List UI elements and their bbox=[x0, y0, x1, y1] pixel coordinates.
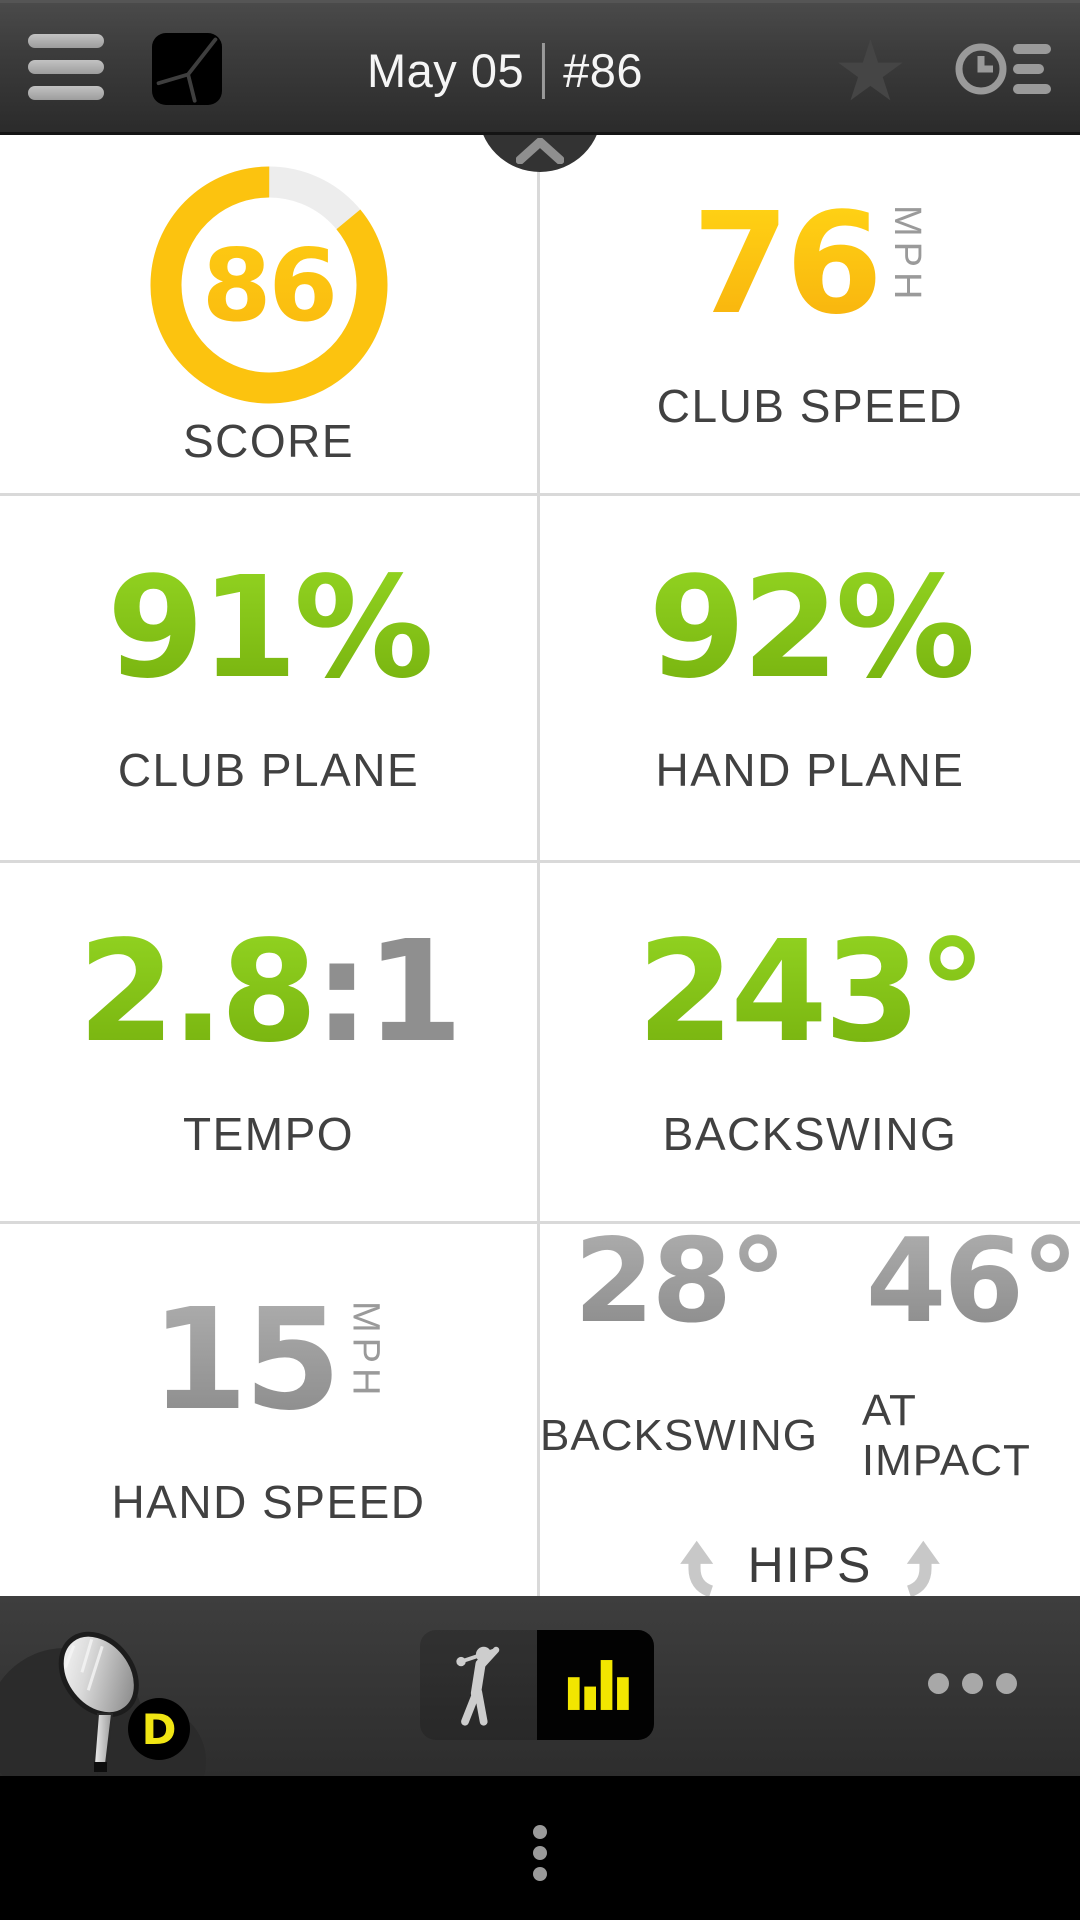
hips-backswing-value: 28° bbox=[573, 1214, 787, 1349]
hand-speed-label: HAND SPEED bbox=[111, 1476, 426, 1528]
tile-hand-speed: 15 MPH HAND SPEED bbox=[0, 1224, 540, 1596]
tile-backswing: 243° BACKSWING bbox=[540, 863, 1080, 1224]
tile-hips: 28° 46° BACKSWING AT IMPACT HIPS bbox=[540, 1224, 1080, 1596]
swing-view-button[interactable] bbox=[420, 1630, 537, 1740]
hips-impact-label: AT IMPACT bbox=[861, 1386, 1031, 1485]
hand-plane-label: HAND PLANE bbox=[655, 744, 965, 796]
club-speed-label: CLUB SPEED bbox=[656, 380, 964, 432]
system-nav-bar bbox=[0, 1776, 1080, 1920]
hips-impact-value: 46° bbox=[865, 1214, 1079, 1349]
tempo-label: TEMPO bbox=[182, 1108, 355, 1160]
tempo-ratio-suffix: :1 bbox=[313, 911, 463, 1074]
club-select-button[interactable] bbox=[40, 1614, 160, 1774]
clock-list-icon bbox=[955, 43, 1051, 95]
club-plane-value: 91% bbox=[106, 547, 434, 710]
tile-score: 86 SCORE bbox=[0, 135, 540, 496]
favorite-button[interactable]: ★ bbox=[833, 21, 908, 121]
tile-club-speed: 76 MPH CLUB SPEED bbox=[540, 135, 1080, 496]
hips-label: HIPS bbox=[747, 1537, 873, 1593]
driver-club-icon bbox=[58, 1631, 139, 1772]
club-speed-value: 76 bbox=[692, 183, 883, 346]
zepp-logo-icon bbox=[156, 37, 218, 103]
hips-backswing-label: BACKSWING bbox=[540, 1411, 818, 1460]
bottom-toolbar: D bbox=[0, 1596, 1080, 1776]
hamburger-icon bbox=[28, 34, 104, 48]
vertical-dots-icon bbox=[533, 1825, 547, 1839]
club-plane-label: CLUB PLANE bbox=[117, 744, 420, 796]
swing-number: #86 bbox=[563, 44, 644, 97]
view-toggle bbox=[420, 1630, 654, 1740]
club-speed-unit: MPH bbox=[885, 205, 928, 305]
score-value: 86 bbox=[144, 160, 394, 410]
hand-plane-value: 92% bbox=[648, 547, 975, 710]
app-logo-button[interactable] bbox=[152, 33, 222, 105]
system-menu-button[interactable] bbox=[533, 1825, 547, 1881]
score-label: SCORE bbox=[182, 415, 355, 467]
metrics-panel: 86 SCORE 76 MPH CLUB SPEED 91% CLUB PLAN… bbox=[0, 135, 1080, 1596]
menu-button[interactable] bbox=[28, 34, 104, 100]
rotate-up-left-arrow-icon bbox=[679, 1540, 713, 1596]
club-type-badge: D bbox=[128, 1698, 190, 1760]
title-divider bbox=[542, 42, 546, 99]
bar-chart-icon bbox=[567, 1660, 629, 1710]
swing-date: May 05 bbox=[366, 44, 525, 97]
ellipsis-icon bbox=[928, 1673, 949, 1694]
hand-speed-value: 15 bbox=[150, 1279, 342, 1442]
score-ring-svg bbox=[150, 166, 387, 404]
star-icon: ★ bbox=[832, 22, 908, 120]
header-title: May 05 #86 bbox=[367, 3, 643, 138]
chevron-up-icon bbox=[516, 138, 564, 164]
data-view-button[interactable] bbox=[537, 1630, 654, 1740]
tempo-value: 2.8 bbox=[77, 911, 318, 1074]
tile-tempo: 2.8:1 TEMPO bbox=[0, 863, 540, 1224]
swing-history-button[interactable] bbox=[955, 37, 1055, 101]
metrics-grid: 86 SCORE 76 MPH CLUB SPEED 91% CLUB PLAN… bbox=[0, 135, 1080, 1596]
score-ring: 86 bbox=[144, 160, 394, 410]
tile-hand-plane: 92% HAND PLANE bbox=[540, 496, 1080, 863]
score-ring-arc bbox=[150, 166, 387, 404]
header-bar: May 05 #86 ★ bbox=[0, 0, 1080, 135]
backswing-label: BACKSWING bbox=[662, 1108, 958, 1160]
hand-speed-unit: MPH bbox=[344, 1301, 387, 1401]
tile-club-plane: 91% CLUB PLANE bbox=[0, 496, 540, 863]
backswing-value: 243° bbox=[636, 911, 987, 1074]
more-options-button[interactable] bbox=[928, 1673, 1017, 1694]
rotate-up-right-arrow-icon bbox=[907, 1540, 941, 1596]
golfer-icon bbox=[455, 1646, 499, 1726]
